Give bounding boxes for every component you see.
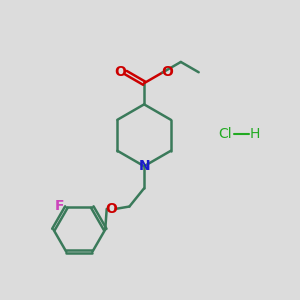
- Text: N: N: [138, 159, 150, 173]
- Text: H: H: [249, 127, 260, 141]
- Text: Cl: Cl: [218, 127, 232, 141]
- Text: O: O: [105, 202, 117, 216]
- Text: F: F: [55, 199, 65, 213]
- Text: O: O: [115, 65, 126, 79]
- Text: O: O: [161, 65, 173, 79]
